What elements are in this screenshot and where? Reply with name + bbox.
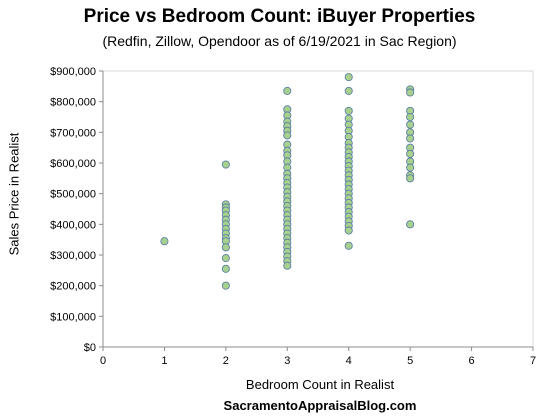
data-points <box>160 73 415 290</box>
x-tick-label: 6 <box>469 355 475 367</box>
y-tick-label: $900,000 <box>50 66 96 78</box>
data-point <box>344 106 353 115</box>
data-point <box>406 149 415 158</box>
data-point <box>406 163 415 172</box>
data-point <box>406 112 415 122</box>
data-point <box>406 174 415 183</box>
data-point <box>344 241 353 250</box>
data-point <box>221 160 230 169</box>
source-credit: SacramentoAppraisalBlog.com <box>223 398 417 413</box>
x-axis-label: Bedroom Count in Realist <box>245 377 395 392</box>
data-point <box>344 226 353 235</box>
x-axis-ticks: 0 1 2 3 4 5 6 7 <box>100 347 536 367</box>
y-tick-label: $200,000 <box>50 281 96 293</box>
data-point <box>221 243 230 252</box>
data-point <box>406 88 415 97</box>
plot-area-border <box>102 70 534 348</box>
y-tick-label: $500,000 <box>50 189 96 201</box>
y-tick-label: $400,000 <box>50 219 96 231</box>
data-point <box>221 254 230 263</box>
data-point <box>160 237 169 246</box>
data-point <box>221 281 230 290</box>
x-tick-label: 7 <box>530 355 536 367</box>
data-point <box>283 131 292 140</box>
x-tick-label: 0 <box>100 355 106 367</box>
y-axis-ticks: $0 $100,000 $200,000 $300,000 $400,000 $500,0… <box>50 66 103 354</box>
plot-frame <box>102 70 534 348</box>
x-tick-label: 1 <box>161 355 167 367</box>
y-tick-label: $800,000 <box>50 97 96 109</box>
y-tick-label: $700,000 <box>50 127 96 139</box>
data-point <box>406 120 415 129</box>
data-point <box>344 86 353 95</box>
x-tick-label: 2 <box>223 355 229 367</box>
data-point <box>406 220 415 229</box>
y-tick-label: $0 <box>84 342 96 354</box>
y-tick-label: $600,000 <box>50 158 96 170</box>
y-tick-label: $300,000 <box>50 250 96 262</box>
y-axis-label: Sales Price in Realist <box>6 132 22 256</box>
x-tick-label: 5 <box>407 355 413 367</box>
data-point <box>283 261 292 270</box>
chart-title: Price vs Bedroom Count: iBuyer Propertie… <box>83 6 476 27</box>
data-point <box>406 134 415 143</box>
data-point <box>221 264 230 273</box>
x-tick-label: 4 <box>346 355 352 367</box>
data-point <box>283 86 292 95</box>
x-tick-label: 3 <box>284 355 290 367</box>
chart-subtitle: (Redfin, Zillow, Opendoor as of 6/19/202… <box>102 33 457 49</box>
data-point <box>344 73 353 82</box>
y-tick-label: $100,000 <box>50 311 96 323</box>
